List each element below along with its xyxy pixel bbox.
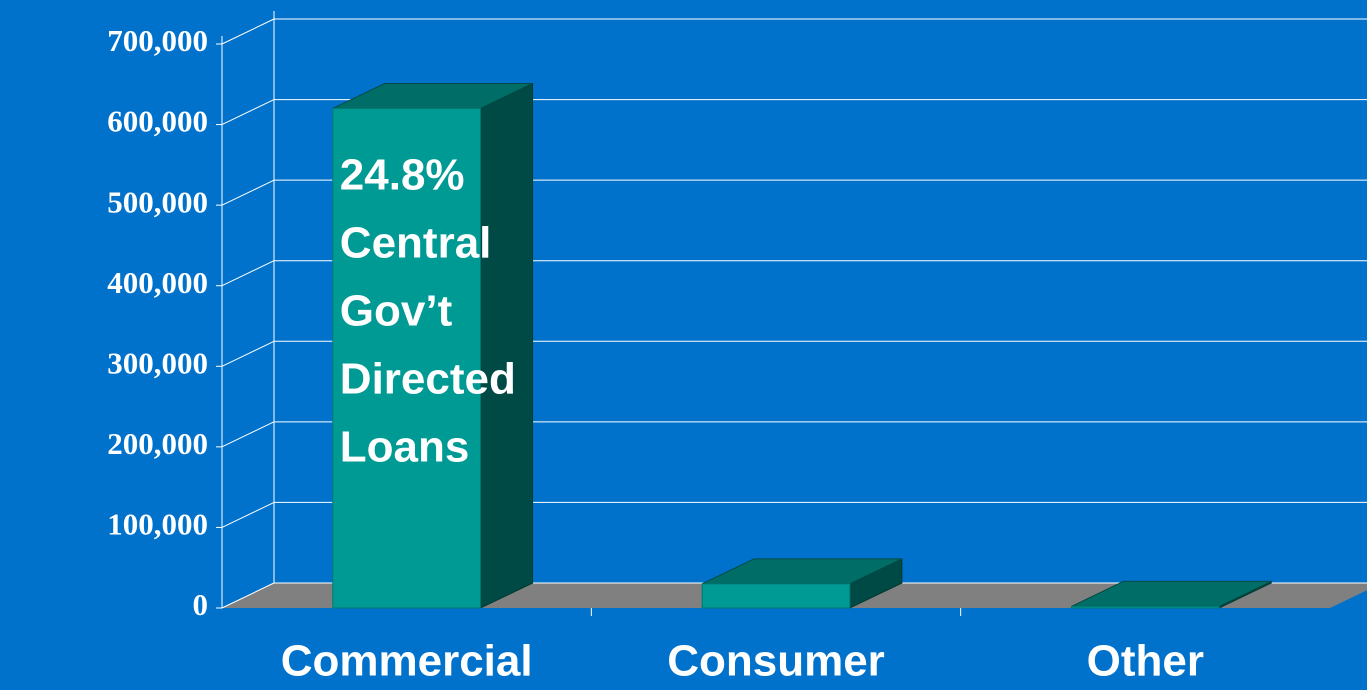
- x-tick-label: Commercial: [281, 637, 533, 686]
- y-tick-label: 300,000: [107, 345, 208, 380]
- grid-line: [221, 421, 275, 448]
- y-tick-label: 200,000: [107, 426, 208, 461]
- y-tick-label: 600,000: [107, 104, 208, 139]
- y-tick-label: 100,000: [107, 507, 208, 542]
- bar: [332, 107, 482, 609]
- annotation: Gov’t: [340, 287, 453, 336]
- annotation: Directed: [340, 355, 516, 404]
- bar: [1070, 605, 1220, 609]
- grid-line: [221, 582, 275, 609]
- bar-side: [480, 82, 534, 609]
- grid-line: [221, 18, 275, 45]
- annotation: Loans: [340, 423, 470, 472]
- annotation: Central: [340, 219, 492, 268]
- grid-line: [221, 501, 275, 528]
- x-tick-label: Consumer: [667, 637, 885, 686]
- grid-line: [221, 260, 275, 287]
- y-tick-label: 400,000: [107, 265, 208, 300]
- grid-line: [221, 99, 275, 126]
- x-tick-label: Other: [1087, 637, 1204, 686]
- y-tick-label: 700,000: [107, 23, 208, 58]
- y-tick-label: 500,000: [107, 184, 208, 219]
- grid-line: [221, 179, 275, 206]
- bar: [701, 583, 851, 609]
- annotation: 24.8%: [340, 151, 465, 200]
- grid-line: [221, 340, 275, 367]
- y-tick-label: 0: [193, 587, 209, 622]
